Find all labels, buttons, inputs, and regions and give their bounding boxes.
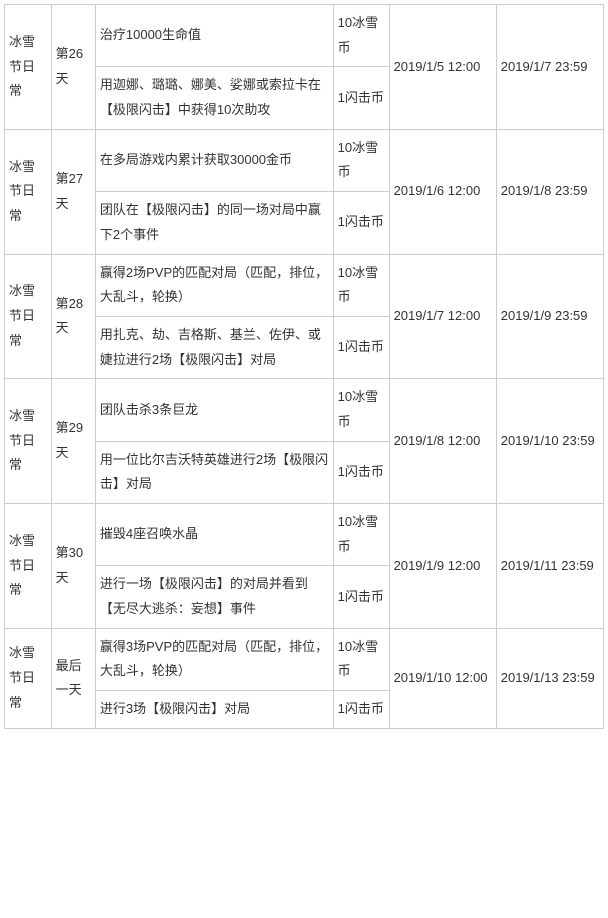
table-row: 冰雪节日常第29天团队击杀3条巨龙10冰雪币2019/1/8 12:002019…	[5, 379, 604, 441]
reward-cell: 10冰雪币	[333, 504, 389, 566]
end-time-cell: 2019/1/11 23:59	[496, 504, 603, 629]
start-time-cell: 2019/1/10 12:00	[389, 628, 496, 728]
task-desc-cell: 赢得3场PVP的匹配对局（匹配，排位，大乱斗，轮换）	[95, 628, 333, 690]
reward-cell: 10冰雪币	[333, 628, 389, 690]
day-cell: 第30天	[51, 504, 95, 629]
day-cell: 最后一天	[51, 628, 95, 728]
reward-cell: 1闪击币	[333, 192, 389, 254]
schedule-table: 冰雪节日常第26天治疗10000生命值10冰雪币2019/1/5 12:0020…	[4, 4, 604, 729]
reward-cell: 1闪击币	[333, 566, 389, 628]
table-row: 冰雪节日常第30天摧毁4座召唤水晶10冰雪币2019/1/9 12:002019…	[5, 504, 604, 566]
category-cell: 冰雪节日常	[5, 504, 52, 629]
reward-cell: 1闪击币	[333, 67, 389, 129]
table-row: 冰雪节日常第26天治疗10000生命值10冰雪币2019/1/5 12:0020…	[5, 5, 604, 67]
table-row: 冰雪节日常第28天赢得2场PVP的匹配对局（匹配，排位，大乱斗，轮换）10冰雪币…	[5, 254, 604, 316]
category-cell: 冰雪节日常	[5, 628, 52, 728]
start-time-cell: 2019/1/8 12:00	[389, 379, 496, 504]
task-desc-cell: 赢得2场PVP的匹配对局（匹配，排位，大乱斗，轮换）	[95, 254, 333, 316]
task-desc-cell: 治疗10000生命值	[95, 5, 333, 67]
table-row: 冰雪节日常最后一天赢得3场PVP的匹配对局（匹配，排位，大乱斗，轮换）10冰雪币…	[5, 628, 604, 690]
task-desc-cell: 在多局游戏内累计获取30000金币	[95, 129, 333, 191]
day-cell: 第26天	[51, 5, 95, 130]
task-desc-cell: 用扎克、劫、吉格斯、基兰、佐伊、或婕拉进行2场【极限闪击】对局	[95, 316, 333, 378]
start-time-cell: 2019/1/9 12:00	[389, 504, 496, 629]
end-time-cell: 2019/1/9 23:59	[496, 254, 603, 379]
task-desc-cell: 进行3场【极限闪击】对局	[95, 691, 333, 729]
category-cell: 冰雪节日常	[5, 5, 52, 130]
reward-cell: 10冰雪币	[333, 129, 389, 191]
task-desc-cell: 进行一场【极限闪击】的对局并看到【无尽大逃杀：妄想】事件	[95, 566, 333, 628]
start-time-cell: 2019/1/5 12:00	[389, 5, 496, 130]
task-desc-cell: 团队击杀3条巨龙	[95, 379, 333, 441]
reward-cell: 10冰雪币	[333, 5, 389, 67]
reward-cell: 1闪击币	[333, 316, 389, 378]
day-cell: 第28天	[51, 254, 95, 379]
task-desc-cell: 团队在【极限闪击】的同一场对局中赢下2个事件	[95, 192, 333, 254]
reward-cell: 1闪击币	[333, 441, 389, 503]
category-cell: 冰雪节日常	[5, 129, 52, 254]
task-desc-cell: 摧毁4座召唤水晶	[95, 504, 333, 566]
reward-cell: 10冰雪币	[333, 254, 389, 316]
day-cell: 第29天	[51, 379, 95, 504]
start-time-cell: 2019/1/7 12:00	[389, 254, 496, 379]
end-time-cell: 2019/1/13 23:59	[496, 628, 603, 728]
day-cell: 第27天	[51, 129, 95, 254]
category-cell: 冰雪节日常	[5, 254, 52, 379]
task-desc-cell: 用迦娜、璐璐、娜美、娑娜或索拉卡在【极限闪击】中获得10次助攻	[95, 67, 333, 129]
end-time-cell: 2019/1/10 23:59	[496, 379, 603, 504]
task-desc-cell: 用一位比尔吉沃特英雄进行2场【极限闪击】对局	[95, 441, 333, 503]
reward-cell: 10冰雪币	[333, 379, 389, 441]
category-cell: 冰雪节日常	[5, 379, 52, 504]
end-time-cell: 2019/1/8 23:59	[496, 129, 603, 254]
end-time-cell: 2019/1/7 23:59	[496, 5, 603, 130]
reward-cell: 1闪击币	[333, 691, 389, 729]
start-time-cell: 2019/1/6 12:00	[389, 129, 496, 254]
table-row: 冰雪节日常第27天在多局游戏内累计获取30000金币10冰雪币2019/1/6 …	[5, 129, 604, 191]
